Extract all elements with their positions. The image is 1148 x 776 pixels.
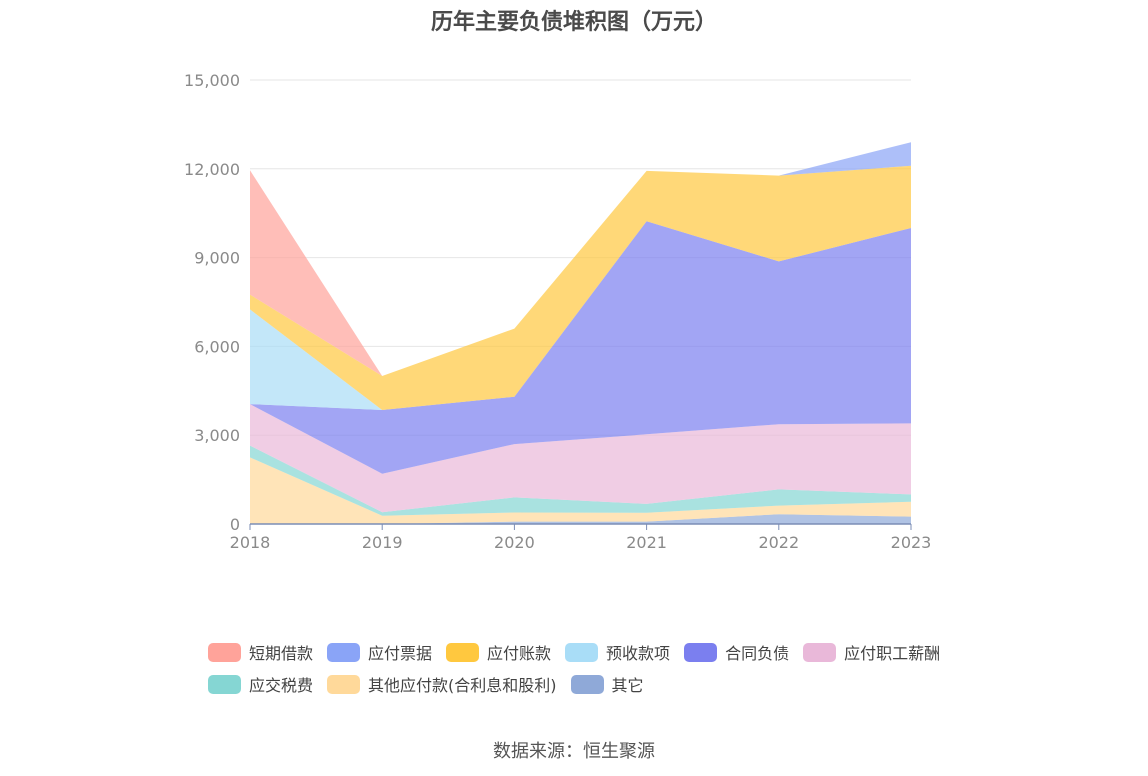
- x-tick-label: 2019: [362, 533, 403, 552]
- legend-swatch: [327, 674, 361, 694]
- x-tick-label: 2018: [230, 533, 271, 552]
- x-tick-label: 2022: [758, 533, 799, 552]
- legend-swatch: [446, 642, 480, 662]
- area-应付票据: [250, 142, 911, 376]
- x-tick-label: 2020: [494, 533, 535, 552]
- legend-label: 其它: [611, 676, 644, 695]
- legend-item[interactable]: 应付账款: [446, 640, 551, 664]
- area-应付账款: [250, 165, 911, 410]
- legend-swatch: [565, 642, 599, 662]
- legend-item[interactable]: 合同负债: [684, 640, 789, 664]
- y-tick-label: 6,000: [194, 337, 240, 356]
- axes: 0 3,000 6,000 9,000 12,000 15,000 2018 2019 2020…: [184, 71, 931, 552]
- legend-label: 合同负债: [725, 644, 790, 663]
- legend-label: 其他应付款(合利息和股利): [368, 676, 557, 695]
- legend-swatch: [570, 674, 604, 694]
- y-tick-label: 9,000: [194, 249, 240, 268]
- legend-label: 应付职工薪酬: [844, 644, 941, 663]
- legend-label: 应付账款: [487, 644, 552, 663]
- legend-swatch: [208, 674, 241, 694]
- legend-item[interactable]: 应付票据: [327, 640, 432, 664]
- x-tick-label: 2021: [626, 533, 667, 552]
- legend-item[interactable]: 短期借款: [208, 640, 313, 664]
- legend-swatch: [208, 642, 241, 662]
- legend-item[interactable]: 其它: [570, 672, 644, 696]
- legend-swatch: [684, 642, 718, 662]
- legend-label: 应付票据: [368, 644, 433, 663]
- area-应付职工薪酬: [250, 404, 911, 513]
- legend-swatch: [327, 642, 361, 662]
- legend-item[interactable]: 其他应付款(合利息和股利): [327, 672, 557, 696]
- legend-swatch: [803, 642, 837, 662]
- y-tick-label: 0: [230, 515, 240, 534]
- area-预收款项: [250, 221, 911, 410]
- legend-label: 应交税费: [249, 676, 314, 695]
- area-其他应付款(合利息和股利): [250, 457, 911, 524]
- legend-label: 短期借款: [249, 644, 314, 663]
- legend-row: 短期借款 应付票据 应付账款 预收款项 合同负债 应付职工薪酬: [208, 636, 968, 668]
- x-tick-label: 2023: [891, 533, 932, 552]
- source-note: 数据来源：恒生聚源: [493, 741, 655, 762]
- legend-row: 应交税费 其他应付款(合利息和股利) 其它: [208, 668, 968, 700]
- area-其它: [250, 514, 911, 524]
- legend: 短期借款 应付票据 应付账款 预收款项 合同负债 应付职工薪酬 应交税费 其他应付款(合利息…: [208, 636, 968, 700]
- area-应交税费: [250, 445, 911, 516]
- y-tick-label: 15,000: [184, 71, 240, 90]
- chart-title: 历年主要负债堆积图（万元）: [430, 10, 717, 35]
- y-tick-label: 3,000: [194, 426, 240, 445]
- y-tick-label: 12,000: [184, 160, 240, 179]
- legend-label: 预收款项: [606, 644, 671, 663]
- legend-item[interactable]: 应交税费: [208, 672, 313, 696]
- area-合同负债: [250, 221, 911, 474]
- legend-item[interactable]: 应付职工薪酬: [803, 640, 940, 664]
- area-series: [250, 142, 911, 524]
- legend-item[interactable]: 预收款项: [565, 640, 670, 664]
